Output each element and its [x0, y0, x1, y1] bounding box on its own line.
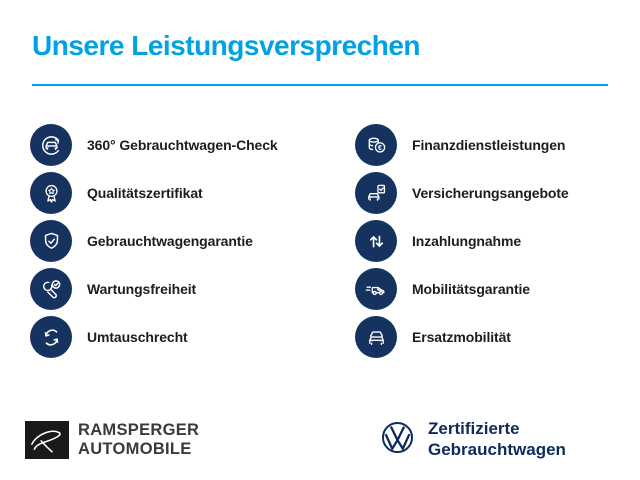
brand-claim-line1: Zertifizierte [428, 419, 520, 438]
promise-label: Gebrauchtwagengarantie [87, 233, 253, 249]
list-item: Ersatzmobilität [355, 313, 625, 361]
svg-text:€: € [378, 142, 382, 151]
list-item: Mobilitätsgarantie [355, 265, 625, 313]
page-title: Unsere Leistungsversprechen [32, 30, 421, 61]
list-item: Gebrauchtwagengarantie [30, 217, 350, 265]
wrench-check-icon [30, 268, 72, 310]
brand-claim-line2: Gebrauchtwagen [428, 439, 566, 459]
promise-label: Inzahlungnahme [412, 233, 522, 249]
list-item: Inzahlungnahme [355, 217, 625, 265]
title-divider [32, 84, 608, 86]
car-speed-icon [355, 268, 397, 310]
promise-label: Ersatzmobilität [412, 329, 511, 345]
list-item: Wartungsfreiheit [30, 265, 350, 313]
list-item: Versicherungsangebote [355, 169, 625, 217]
vw-logo-icon [381, 421, 414, 459]
promise-label: Finanzdienstleistungen [412, 137, 566, 153]
car-checklist-icon [355, 172, 397, 214]
dealer-name-line1: RAMSPERGER [78, 421, 200, 439]
promise-list-right: € Finanzdienstleistungen Versicherungsan… [355, 121, 625, 361]
promise-label: Versicherungsangebote [412, 185, 569, 201]
coins-euro-icon: € [355, 124, 397, 166]
dealer-name-line2: AUTOMOBILE [78, 440, 192, 458]
dealer-name: RAMSPERGER AUTOMOBILE [78, 421, 199, 459]
ramsperger-logo-icon [25, 421, 69, 459]
arrows-up-down-icon [355, 220, 397, 262]
vw-brand-logo: Zertifizierte Gebrauchtwagen [381, 419, 566, 460]
two-cars-icon [355, 316, 397, 358]
list-item: Umtauschrecht [30, 313, 350, 361]
shield-check-icon [30, 220, 72, 262]
quality-badge-icon [30, 172, 72, 214]
car-360-icon [30, 124, 72, 166]
list-item: € Finanzdienstleistungen [355, 121, 625, 169]
promise-label: Mobilitätsgarantie [412, 281, 530, 297]
promise-label: 360° Gebrauchtwagen-Check [87, 137, 278, 153]
promise-label: Wartungsfreiheit [87, 281, 197, 297]
promise-label: Qualitätszertifikat [87, 185, 203, 201]
brand-claim: Zertifizierte Gebrauchtwagen [428, 419, 566, 460]
exchange-arrows-icon [30, 316, 72, 358]
dealer-logo: RAMSPERGER AUTOMOBILE [25, 421, 199, 459]
promise-label: Umtauschrecht [87, 329, 188, 345]
promise-list-left: 360° Gebrauchtwagen-Check Qualitätszerti… [30, 121, 350, 361]
list-item: 360° Gebrauchtwagen-Check [30, 121, 350, 169]
list-item: Qualitätszertifikat [30, 169, 350, 217]
